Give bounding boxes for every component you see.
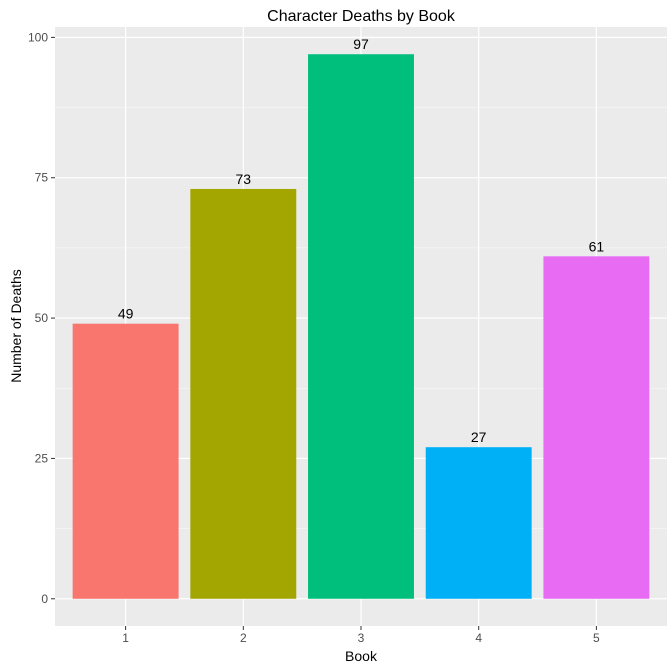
y-tick-label: 0 bbox=[41, 592, 48, 606]
data-label-book-5: 61 bbox=[589, 238, 605, 254]
y-tick-label: 100 bbox=[28, 30, 48, 44]
x-tick-label: 1 bbox=[122, 631, 129, 645]
bars bbox=[72, 54, 650, 599]
x-tick-label: 4 bbox=[475, 631, 482, 645]
bar-book-5 bbox=[543, 256, 650, 599]
x-axis: 1 2 3 4 5 bbox=[122, 626, 600, 645]
bar-book-3 bbox=[308, 54, 414, 599]
data-label-book-4: 27 bbox=[471, 429, 487, 445]
data-label-book-2: 73 bbox=[236, 171, 252, 187]
data-label-book-3: 97 bbox=[353, 36, 369, 52]
data-label-book-1: 49 bbox=[118, 306, 134, 322]
y-tick-label: 75 bbox=[35, 171, 49, 185]
y-axis: 0 25 50 75 100 bbox=[28, 30, 55, 606]
bar-book-2 bbox=[190, 188, 297, 599]
x-tick-label: 2 bbox=[240, 631, 247, 645]
x-tick-label: 5 bbox=[593, 631, 600, 645]
bar-book-4 bbox=[425, 447, 532, 599]
y-tick-label: 25 bbox=[35, 451, 49, 465]
x-axis-title: Book bbox=[345, 648, 378, 664]
y-axis-title: Number of Deaths bbox=[8, 269, 24, 383]
x-tick-label: 3 bbox=[358, 631, 365, 645]
data-labels: 49 73 97 27 61 bbox=[118, 36, 605, 445]
bar-book-1 bbox=[72, 323, 179, 599]
y-tick-label: 50 bbox=[35, 311, 49, 325]
chart-title: Character Deaths by Book bbox=[267, 8, 456, 25]
